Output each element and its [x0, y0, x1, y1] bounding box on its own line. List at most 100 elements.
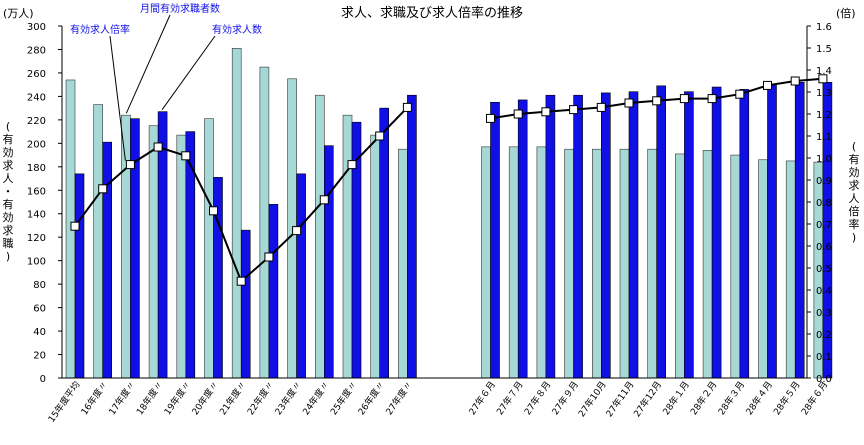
legend-ratio-leader: [109, 35, 126, 161]
bar-job-openings: [573, 94, 583, 379]
left-tick-label: 20: [33, 351, 46, 362]
right-tick-label: 1.6: [816, 22, 832, 33]
bar-job-openings: [490, 101, 500, 379]
left-axis-label: (有効求人・有効求職): [2, 120, 14, 263]
bar-job-openings: [157, 111, 168, 379]
x-tick-label: 27年８月: [521, 379, 553, 417]
bar-job-openings: [185, 131, 196, 379]
ratio-marker: [264, 252, 274, 262]
bar-job-seekers: [730, 154, 741, 379]
bar-job-openings: [268, 204, 279, 379]
ratio-marker: [513, 109, 523, 119]
bar-job-seekers: [204, 118, 214, 379]
x-tick-label: 22年度〃: [244, 379, 276, 417]
ratio-marker: [209, 206, 218, 216]
right-tick-label: 0.7: [816, 220, 832, 231]
x-tick-label: 21年度〃: [217, 379, 249, 417]
right-tick-label: 1.1: [816, 132, 832, 143]
x-tick-label: 27年９月: [549, 379, 581, 417]
bar-job-seekers: [148, 125, 159, 379]
bar-job-seekers: [370, 134, 381, 379]
bar-job-seekers: [702, 150, 713, 379]
ratio-marker: [181, 151, 191, 161]
right-tick-label: 0.1: [816, 352, 832, 363]
x-tick-label: 28年１月: [660, 379, 692, 417]
left-tick-label: 100: [27, 257, 46, 268]
x-tick-label: 27年11月: [603, 379, 636, 419]
right-tick-label: 0.8: [816, 198, 832, 209]
bar-job-seekers: [314, 94, 325, 379]
x-tick-label: 28年４月: [743, 379, 775, 417]
x-tick-label: 28年３月: [715, 379, 747, 417]
right-unit-label: (倍): [836, 6, 856, 20]
bar-job-seekers: [121, 114, 131, 379]
ratio-marker: [541, 107, 551, 117]
bar-job-openings: [600, 92, 611, 379]
ratio-marker: [375, 131, 385, 141]
bar-job-openings: [102, 141, 112, 379]
left-tick-label: 160: [27, 186, 46, 197]
bar-job-seekers: [619, 148, 630, 379]
ratio-marker: [402, 102, 412, 112]
x-tick-label: 28年２月: [688, 379, 720, 417]
bar-job-seekers: [508, 146, 519, 379]
ratio-marker: [763, 80, 772, 90]
right-tick-label: 0.2: [816, 330, 832, 341]
x-tick-label: 18年度〃: [134, 379, 166, 417]
bar-job-seekers: [564, 148, 574, 379]
legend-job-seekers-leader: [125, 14, 171, 114]
bar-job-seekers: [675, 153, 685, 379]
right-tick-label: 0.3: [816, 308, 832, 319]
bar-job-openings: [517, 99, 528, 379]
ratio-marker: [486, 113, 495, 123]
right-tick-label: 1.3: [816, 88, 832, 99]
bar-job-seekers: [591, 148, 602, 379]
x-tick-label: 24年度〃: [300, 379, 332, 417]
ratio-marker: [624, 98, 634, 108]
bar-job-seekers: [231, 47, 242, 379]
left-tick-label: 40: [33, 327, 46, 338]
x-tick-label: 28年５月: [771, 379, 803, 417]
x-tick-label: 27年10月: [575, 379, 608, 419]
ratio-marker: [125, 160, 135, 170]
legend-job-openings: 有効求人数: [212, 23, 262, 36]
legend-job-openings-leader: [161, 35, 216, 110]
bar-job-seekers: [647, 148, 658, 379]
bar-job-seekers: [481, 146, 491, 379]
left-tick-label: 200: [27, 139, 46, 150]
x-tick-label: 23年度〃: [272, 379, 304, 417]
ratio-marker: [790, 76, 800, 86]
x-tick-label: 17年度〃: [106, 379, 138, 417]
ratio-marker: [569, 105, 579, 115]
right-tick-label: 1.0: [816, 154, 832, 165]
bar-job-seekers: [785, 160, 796, 379]
bar-job-openings: [656, 85, 667, 379]
bar-job-openings: [323, 145, 334, 379]
right-tick-label: 1.4: [816, 66, 832, 77]
bar-job-seekers: [259, 66, 270, 379]
ratio-marker: [818, 74, 828, 84]
left-tick-label: 80: [33, 280, 46, 291]
x-tick-label: 28年６月: [798, 379, 830, 417]
x-tick-label: 25年度〃: [328, 379, 360, 417]
legend-ratio: 有効求人倍率: [70, 23, 130, 36]
left-tick-label: 180: [27, 163, 46, 174]
bar-job-seekers: [536, 146, 547, 379]
left-tick-label: 280: [27, 45, 46, 56]
right-tick-label: 1.5: [816, 44, 832, 55]
right-tick-label: 0.5: [816, 264, 832, 275]
ratio-marker: [153, 142, 163, 152]
bar-job-seekers: [398, 148, 408, 379]
right-tick-label: 1.2: [816, 110, 832, 121]
x-tick-label: 16年度〃: [78, 379, 110, 417]
bar-job-openings: [739, 89, 750, 379]
left-tick-label: 120: [27, 233, 46, 244]
left-tick-label: 260: [27, 69, 46, 80]
ratio-marker: [292, 226, 302, 236]
x-tick-label: 27年６月: [466, 379, 498, 417]
bar-job-openings: [684, 91, 694, 379]
left-tick-label: 60: [33, 304, 46, 315]
bar-job-openings: [296, 173, 306, 379]
bar-job-openings: [74, 173, 85, 379]
